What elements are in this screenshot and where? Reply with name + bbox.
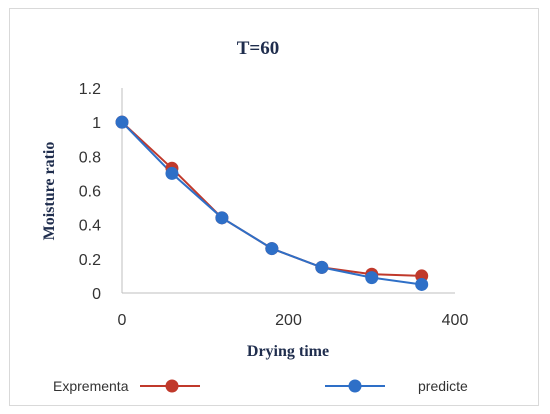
y-tick-label-3: 0.6: [79, 184, 101, 201]
y-axis-title: Moisture ratio: [41, 142, 58, 241]
y-tick-label-0: 0: [92, 286, 101, 303]
series-line-1: [121, 121, 422, 286]
legend-marker-exprementa: [165, 379, 179, 393]
series-1-point-2: [215, 211, 229, 225]
legend: Exprementa predicte: [53, 378, 468, 394]
y-tick-label-5: 1: [92, 115, 101, 132]
x-tick-label-0: 0: [118, 312, 127, 329]
legend-marker-predicte: [348, 379, 362, 393]
series-1-point-1: [165, 166, 179, 180]
series-layer: [115, 115, 429, 291]
series-1-point-5: [365, 271, 379, 285]
legend-item-predicte: predicte: [325, 378, 468, 394]
series-1-point-6: [415, 277, 429, 291]
y-tick-label-1: 0.2: [79, 252, 101, 269]
legend-item-exprementa: Exprementa: [53, 378, 200, 394]
x-tick-labels: 0 200 400: [118, 312, 469, 329]
y-tick-label-4: 0.8: [79, 149, 101, 166]
x-tick-label-2: 400: [442, 312, 469, 329]
chart-frame: [9, 8, 539, 406]
chart-title: T=60: [237, 38, 280, 59]
legend-label-predicte: predicte: [418, 378, 468, 394]
series-1-point-4: [315, 260, 329, 274]
y-tick-label-6: 1.2: [79, 81, 101, 98]
x-tick-label-1: 200: [275, 312, 302, 329]
y-tick-labels: 0 0.2 0.4 0.6 0.8 1 1.2: [79, 81, 101, 303]
series-1-point-0: [115, 115, 129, 129]
y-tick-label-2: 0.4: [79, 218, 101, 235]
series-1-point-3: [265, 242, 279, 256]
x-axis-title: Drying time: [247, 343, 329, 360]
legend-label-exprementa: Exprementa: [53, 378, 129, 394]
